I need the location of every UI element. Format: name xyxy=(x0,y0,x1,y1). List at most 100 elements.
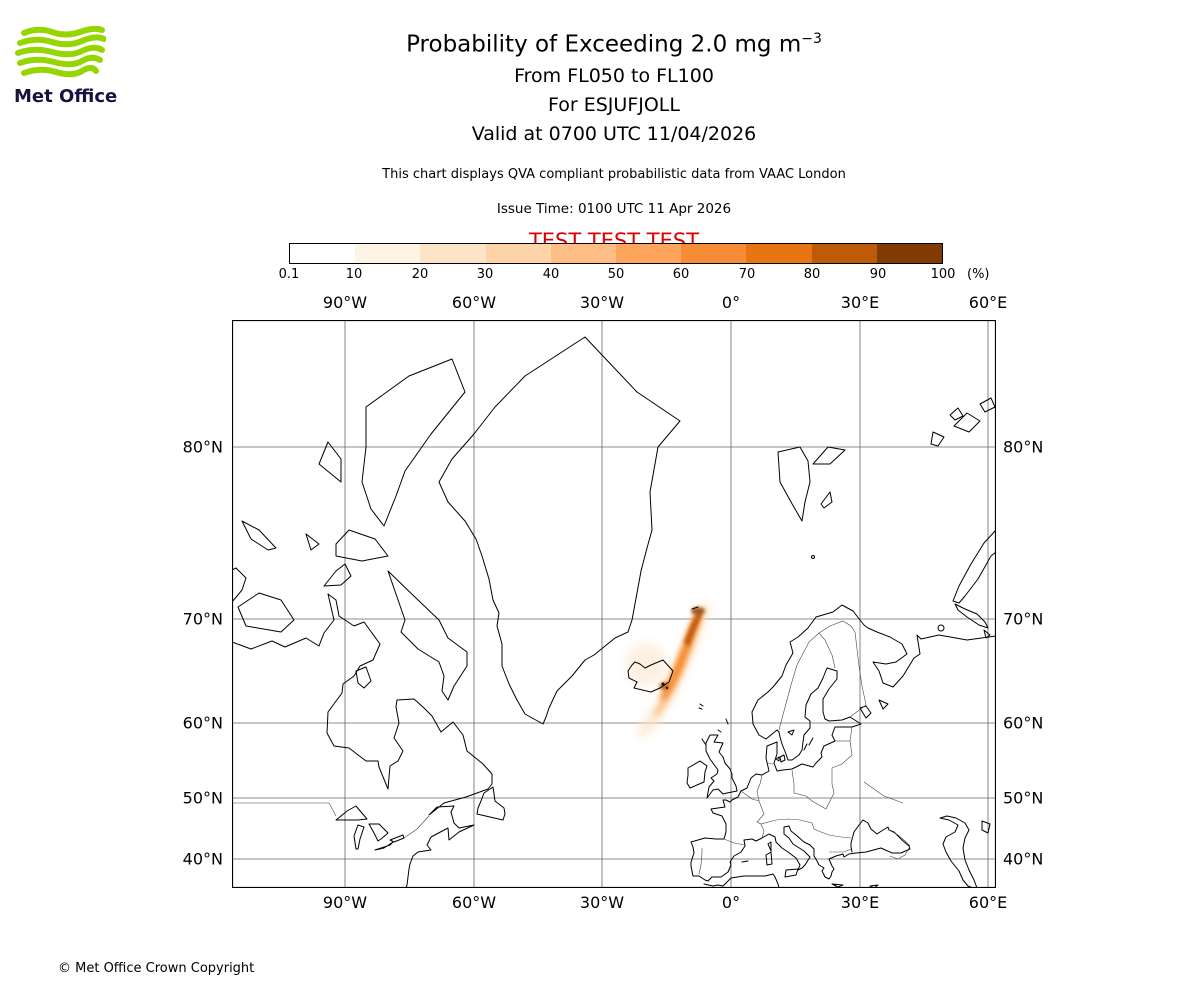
lat-axis-label: 70°N xyxy=(182,609,223,629)
pyrenees-border xyxy=(723,838,746,846)
devon-island xyxy=(335,529,389,562)
jan-mayen xyxy=(691,606,699,610)
colorbar-segment xyxy=(876,244,943,263)
alps-borders xyxy=(756,813,801,825)
faroe-islands xyxy=(698,703,704,710)
norway-sweden-border xyxy=(778,632,820,731)
colorbar-tick-label: 0.1 xyxy=(278,267,300,282)
lat-axis-label: 80°N xyxy=(1003,437,1044,457)
lake-superior xyxy=(335,805,368,821)
country-borders xyxy=(232,620,911,875)
lon-axis-label: 60°E xyxy=(968,893,1008,912)
banks-island xyxy=(232,567,247,603)
plume-very-high-probability xyxy=(684,612,702,647)
melville-island xyxy=(241,520,277,551)
spitsbergen-coastline xyxy=(777,446,811,522)
zealand-island xyxy=(779,754,786,763)
colorbar-segment xyxy=(485,244,551,263)
bulgaria-greece-border xyxy=(829,848,852,853)
colorbar-tick-label: 30 xyxy=(476,267,494,282)
colorbar-segment xyxy=(550,244,617,263)
finland-russia-border xyxy=(849,631,867,718)
denmark-germany-border xyxy=(767,762,774,765)
africa-coastline xyxy=(703,873,780,888)
sardinia xyxy=(765,851,773,866)
lon-axis-label: 90°W xyxy=(322,293,368,312)
subtitle-flight-levels: From FL050 to FL100 xyxy=(514,64,714,87)
victoria-island xyxy=(237,592,295,633)
lon-axis-label: 0° xyxy=(721,293,741,312)
lake-vanern xyxy=(787,729,795,736)
baffin-island-coastline xyxy=(387,570,468,701)
lon-axis-label: 90°W xyxy=(322,893,368,912)
lat-axis-label: 70°N xyxy=(1003,609,1044,629)
us-canada-border xyxy=(232,802,337,817)
lat-axis-label: 50°N xyxy=(182,788,223,808)
colorbar-unit-label: (%) xyxy=(967,267,990,282)
aral-sea xyxy=(981,820,991,834)
somerset-island xyxy=(323,563,352,587)
met-office-waves-icon xyxy=(15,26,106,78)
bathurst-island xyxy=(305,533,320,551)
colorbar-tick-label: 50 xyxy=(607,267,625,282)
map-canvas xyxy=(232,320,996,888)
colorbar-segment xyxy=(616,244,682,263)
baltics-russia-border xyxy=(831,726,853,769)
caucasus-border xyxy=(888,829,911,847)
lat-axis-label: 50°N xyxy=(1003,788,1044,808)
edgeoya xyxy=(820,491,833,509)
graticule xyxy=(232,320,996,888)
belgium-border xyxy=(740,790,760,802)
gotland xyxy=(808,737,814,746)
subtitle-volcano: For ESJUFJOLL xyxy=(548,93,680,116)
crete xyxy=(831,883,844,888)
copyright-notice: © Met Office Crown Copyright xyxy=(58,961,255,976)
colorbar-tick-label: 80 xyxy=(803,267,821,282)
lat-axis-label: 80°N xyxy=(182,437,223,457)
bear-island xyxy=(811,555,815,559)
europe-coastline xyxy=(690,604,996,882)
hebrides xyxy=(701,738,707,746)
lake-huron xyxy=(368,823,389,842)
colorbar-segment xyxy=(420,244,486,263)
vaygach-island xyxy=(983,629,991,639)
germany-west-border xyxy=(756,774,765,815)
lon-axis-label: 30°W xyxy=(579,893,625,912)
iceland-coastline xyxy=(627,659,674,693)
kolguyev-island xyxy=(937,624,945,632)
france-italy-border xyxy=(760,823,765,839)
turkey-caucasus-border xyxy=(889,847,910,860)
ash-plume xyxy=(625,602,711,739)
st-lawrence-line xyxy=(403,815,430,839)
lon-axis-label: 30°W xyxy=(579,293,625,312)
plume-source-volcano xyxy=(661,682,665,686)
great-britain-coastline xyxy=(705,734,738,799)
subtitle-valid-time: Valid at 0700 UTC 11/04/2026 xyxy=(471,122,757,145)
issue-time: Issue Time: 0100 UTC 11 Apr 2026 xyxy=(496,200,732,217)
novaya-zemlya-north xyxy=(952,529,996,604)
page-title-text: Probability of Exceeding 2.0 mg m xyxy=(406,31,802,58)
colorbar-segment xyxy=(681,244,747,263)
north-america-coastline xyxy=(232,593,493,888)
sicily xyxy=(784,868,799,878)
colorbar-tick-label: 90 xyxy=(869,267,887,282)
lon-axis-label: 60°E xyxy=(968,293,1008,312)
qva-note: This chart displays QVA compliant probab… xyxy=(382,166,846,182)
lon-axis-label: 0° xyxy=(721,893,741,912)
sweden-finland-border xyxy=(818,632,836,669)
colorbar: 0.1 10 20 30 40 50 60 70 80 90 100 (%) xyxy=(279,243,990,303)
lon-axis-label: 60°W xyxy=(451,293,497,312)
balkan-danube-borders xyxy=(799,819,852,839)
greenland-coastline xyxy=(438,336,681,725)
colorbar-tick-label: 70 xyxy=(738,267,756,282)
southampton-island xyxy=(355,666,372,689)
ellesmere-island xyxy=(361,358,466,527)
caspian-sea xyxy=(939,815,978,888)
colorbar-tick-label: 10 xyxy=(345,267,363,282)
franz-josef-land xyxy=(930,397,996,447)
lat-axis-label: 60°N xyxy=(182,713,223,733)
novaya-zemlya-south xyxy=(954,603,989,629)
colorbar-tick-label: 60 xyxy=(672,267,690,282)
colorbar-segment xyxy=(746,244,812,263)
